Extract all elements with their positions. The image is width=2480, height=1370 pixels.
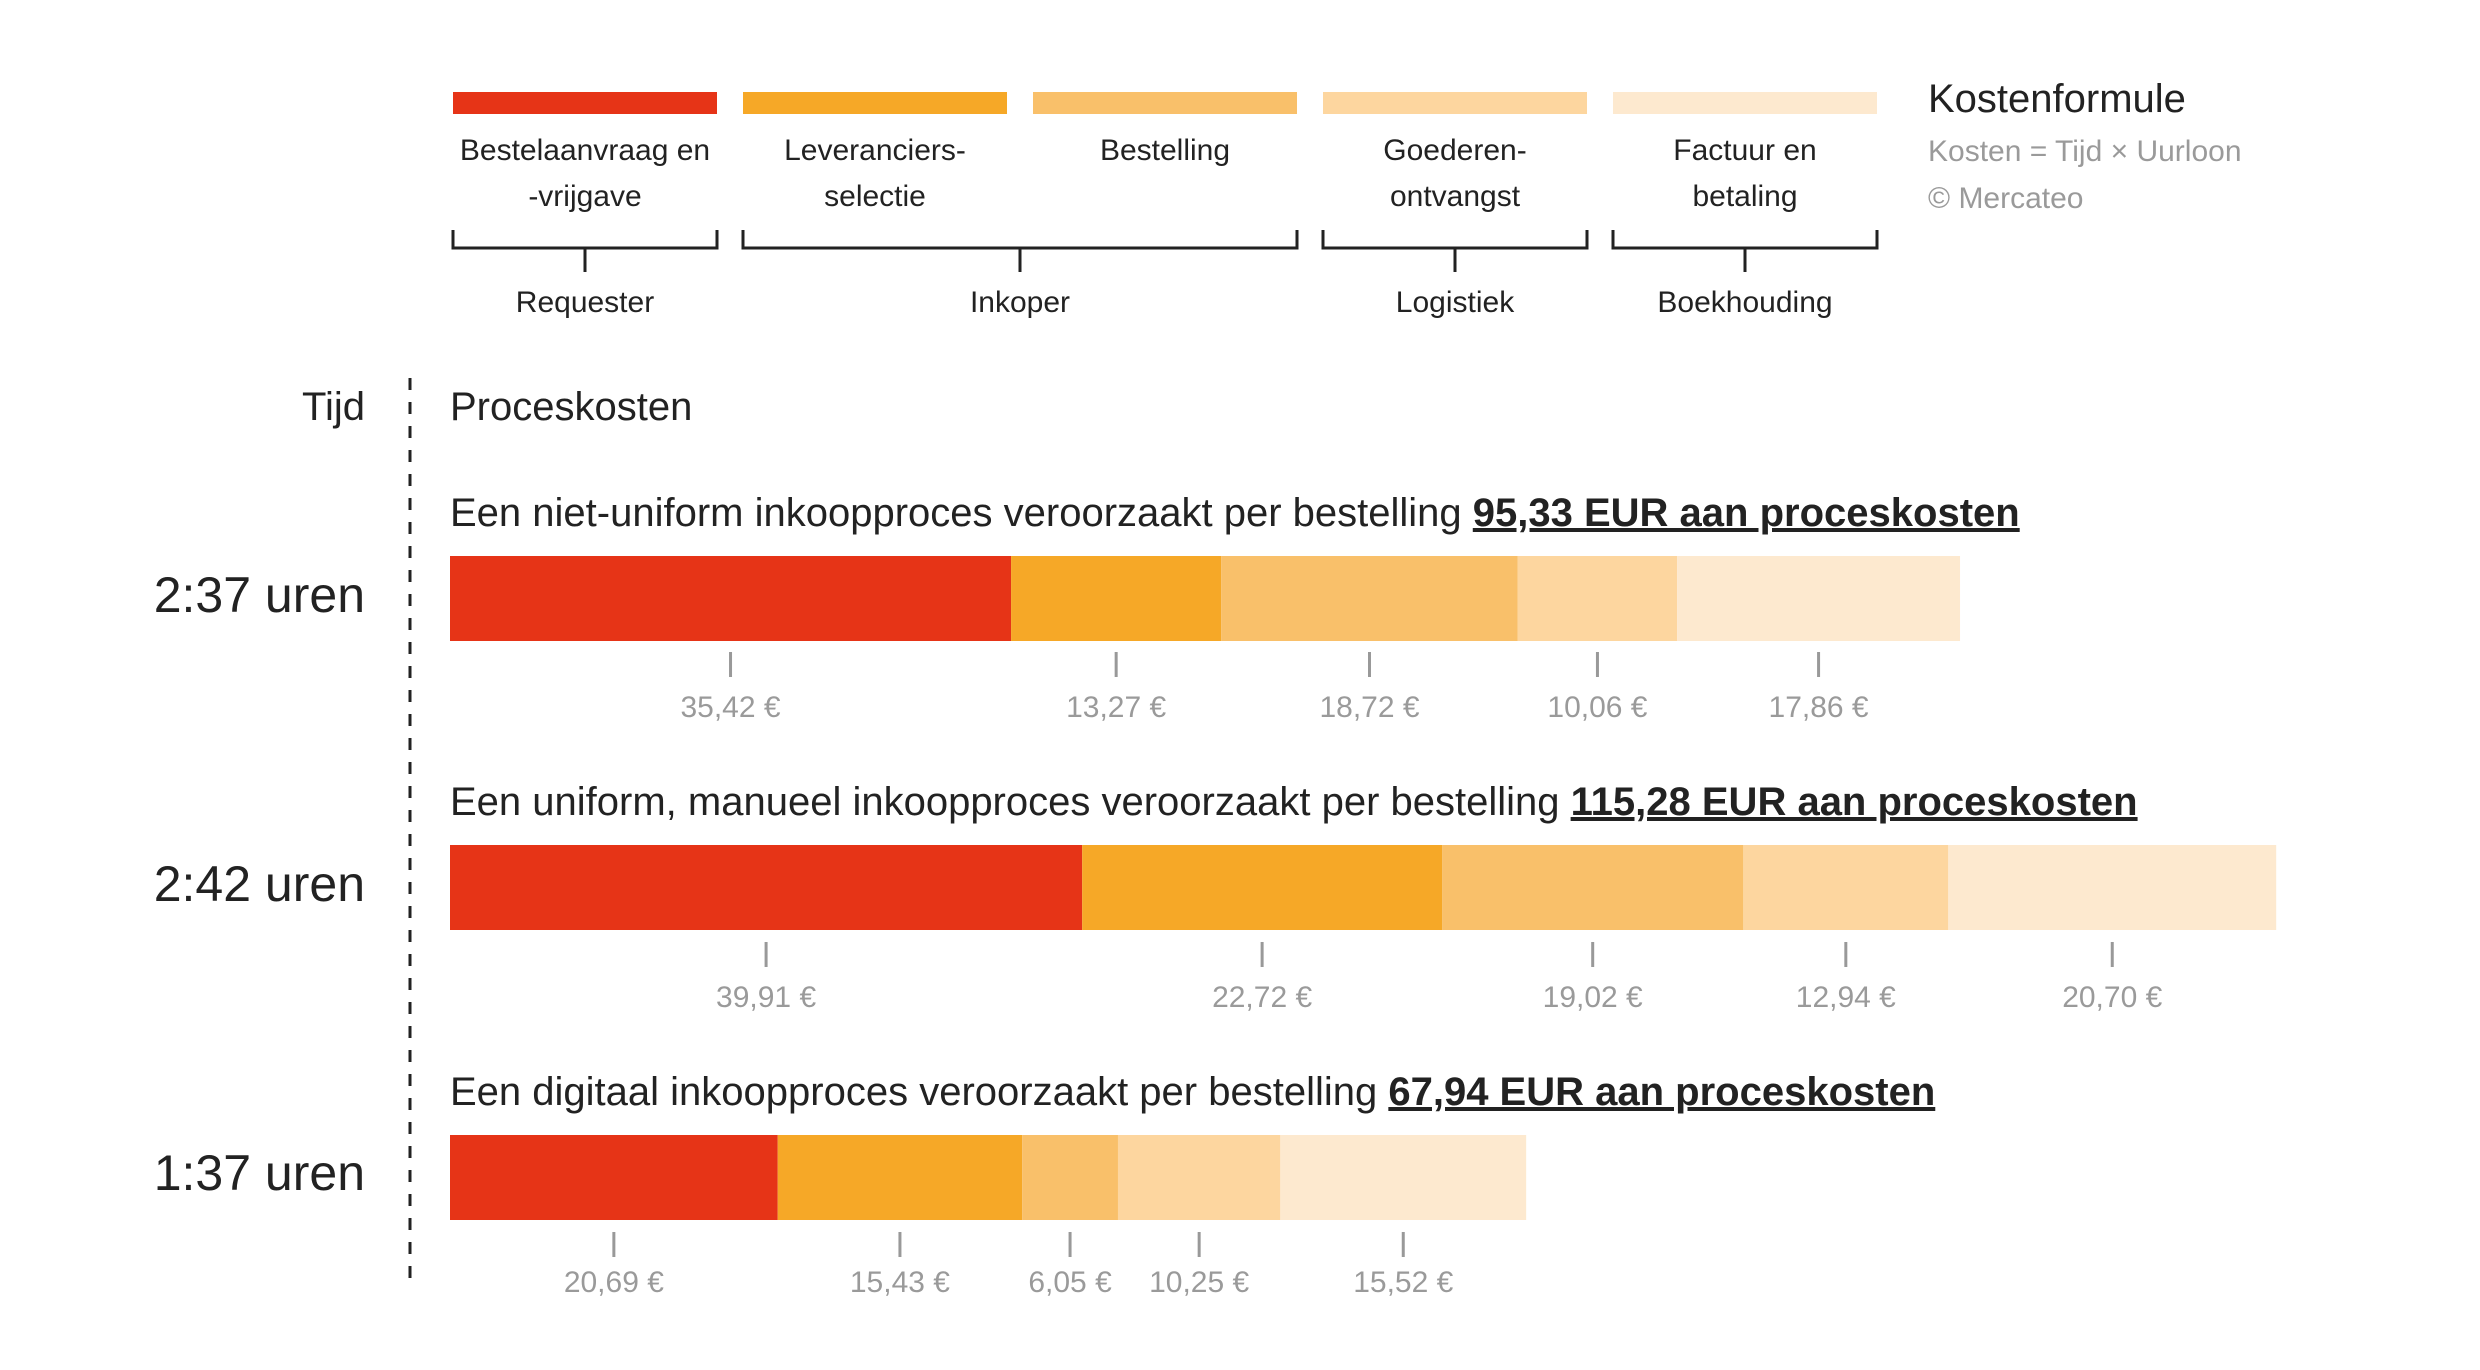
legend-swatch-1 xyxy=(453,92,717,114)
bar-segment xyxy=(777,1135,1023,1220)
legend-label: betaling xyxy=(1692,180,1797,213)
bar-segment xyxy=(1022,1135,1118,1220)
value-label: 20,69 € xyxy=(564,1266,664,1299)
bar-segment xyxy=(1082,845,1443,930)
process-total: 95,33 EUR aan proceskosten xyxy=(1473,491,2020,535)
formula-line: Kosten = Tijd × Uurloon xyxy=(1928,135,2242,168)
legend-label: Leveranciers- xyxy=(784,134,966,167)
bar-segment xyxy=(1117,1135,1281,1220)
bar-segment xyxy=(1280,1135,1527,1220)
bar-segment xyxy=(1221,556,1518,641)
value-label: 10,06 € xyxy=(1547,691,1647,724)
legend-label: selectie xyxy=(824,180,926,213)
group-label: Inkoper xyxy=(970,286,1070,319)
process-title-text: Een uniform, manueel inkoopproces veroor… xyxy=(450,780,1571,824)
legend-label: -vrijgave xyxy=(528,180,641,213)
legend-label: Bestelaanvraag en xyxy=(460,134,710,167)
value-label: 12,94 € xyxy=(1796,981,1896,1014)
process-total: 67,94 EUR aan proceskosten xyxy=(1388,1070,1935,1114)
process-time: 2:37 uren xyxy=(154,567,365,623)
bar-segment xyxy=(450,556,1012,641)
process-title: Een uniform, manueel inkoopproces veroor… xyxy=(450,780,2138,824)
legend-swatch-4 xyxy=(1323,92,1587,114)
group-bracket xyxy=(741,230,1299,272)
process-time: 1:37 uren xyxy=(154,1145,365,1201)
formula-line: © Mercateo xyxy=(1928,182,2084,215)
legend-label: Goederen- xyxy=(1383,134,1526,167)
bar-segment xyxy=(450,845,1083,930)
group-label: Requester xyxy=(516,286,654,319)
bar-segment xyxy=(450,1135,778,1220)
value-label: 15,43 € xyxy=(850,1266,950,1299)
legend-swatch-3 xyxy=(1033,92,1297,114)
value-label: 39,91 € xyxy=(716,981,816,1014)
legend-label: Bestelling xyxy=(1100,134,1230,167)
process-title: Een digitaal inkoopproces veroorzaakt pe… xyxy=(450,1070,1935,1114)
value-label: 6,05 € xyxy=(1028,1266,1112,1299)
group-label: Boekhouding xyxy=(1657,286,1832,319)
value-label: 20,70 € xyxy=(2062,981,2162,1014)
group-bracket xyxy=(451,230,719,272)
legend-label: ontvangst xyxy=(1390,180,1521,213)
group-bracket xyxy=(1321,230,1589,272)
value-label: 18,72 € xyxy=(1319,691,1419,724)
process-total: 115,28 EUR aan proceskosten xyxy=(1571,780,2138,824)
value-label: 22,72 € xyxy=(1212,981,1312,1014)
bar-segment xyxy=(1517,556,1678,641)
group-bracket xyxy=(1611,230,1879,272)
group-label: Logistiek xyxy=(1396,286,1515,319)
bar-segment xyxy=(1743,845,1949,930)
value-label: 15,52 € xyxy=(1353,1266,1453,1299)
bar-segment xyxy=(1442,845,1744,930)
cost-header: Proceskosten xyxy=(450,385,692,429)
value-label: 17,86 € xyxy=(1769,691,1869,724)
process-title: Een niet-uniform inkoopproces veroorzaak… xyxy=(450,491,2020,535)
time-header: Tijd xyxy=(302,385,365,429)
bar-segment xyxy=(1011,556,1222,641)
bar-segment xyxy=(1677,556,1961,641)
process-title-text: Een digitaal inkoopproces veroorzaakt pe… xyxy=(450,1070,1388,1114)
value-label: 19,02 € xyxy=(1543,981,1643,1014)
process-time: 2:42 uren xyxy=(154,856,365,912)
process-title-text: Een niet-uniform inkoopproces veroorzaak… xyxy=(450,491,1473,535)
legend-swatch-5 xyxy=(1613,92,1877,114)
legend-label: Factuur en xyxy=(1673,134,1816,167)
bar-segment xyxy=(1948,845,2277,930)
value-label: 10,25 € xyxy=(1149,1266,1249,1299)
value-label: 13,27 € xyxy=(1066,691,1166,724)
legend-swatch-2 xyxy=(743,92,1007,114)
formula-title: Kostenformule xyxy=(1928,77,2186,121)
value-label: 35,42 € xyxy=(680,691,780,724)
